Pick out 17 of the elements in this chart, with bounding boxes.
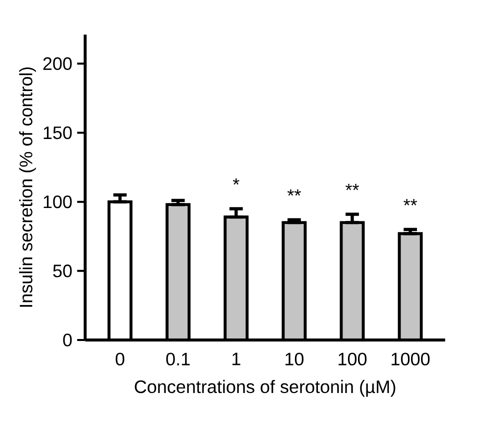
x-axis-title: Concentrations of serotonin (µM) [134,380,396,397]
annotation: ** [404,199,418,206]
x-tick-label: 1 [232,352,240,366]
y-tick-label: 0 [63,334,72,346]
x-tick-label: 10 [286,352,304,366]
y-axis-title: Insulin secretion (% of control) [19,67,36,307]
y-tick-label: 100 [44,195,72,208]
x-tick-label: 100 [338,352,367,366]
annotation: * [232,178,240,185]
x-tick-label: 1000 [392,352,430,366]
x-tick-label: 0 [116,352,124,366]
y-tick-label: 50 [53,264,72,278]
y-tick-label: 200 [43,57,72,70]
annotation: ** [287,189,301,196]
y-tick-label: 150 [44,126,72,140]
x-tick-label: 0.1 [166,352,190,366]
annotation: ** [346,184,359,190]
